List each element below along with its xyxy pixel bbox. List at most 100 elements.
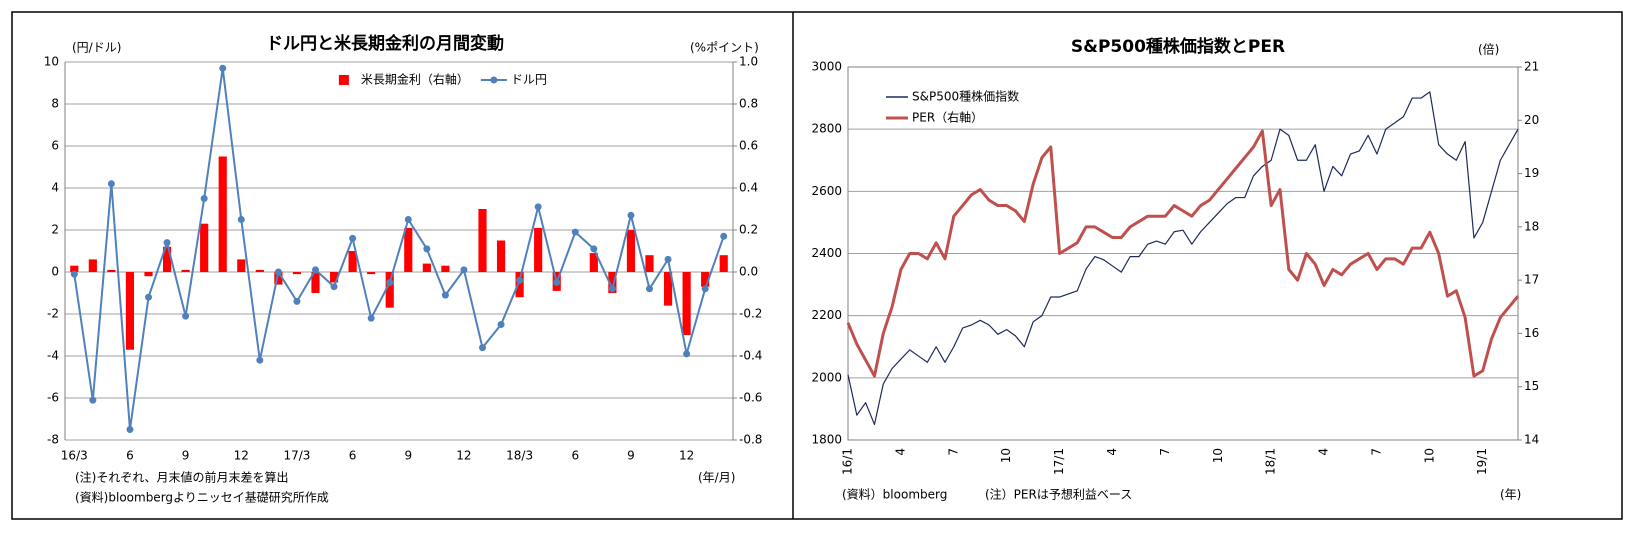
- bar: [534, 227, 543, 272]
- bar: [255, 269, 264, 272]
- x-tick-label: 16/1: [841, 448, 855, 475]
- y2-tick-label: 19: [1524, 166, 1539, 180]
- x-tick-label: 19/1: [1475, 448, 1489, 475]
- bar: [478, 209, 487, 272]
- chart-title: ドル円と米長期金利の月間変動: [266, 33, 504, 54]
- bar: [200, 223, 209, 272]
- marker: [219, 64, 227, 72]
- y-tick-label: -6: [47, 391, 59, 405]
- bar: [329, 272, 339, 283]
- y-tick-label: 2200: [811, 308, 842, 322]
- y2-tick-label: 14: [1524, 433, 1539, 447]
- legend-label: S&P500種株価指数: [912, 89, 1019, 104]
- y-tick-label: 1800: [811, 433, 842, 447]
- bar: [496, 240, 506, 272]
- x-tick-label: 12: [234, 449, 249, 463]
- bar: [107, 269, 116, 272]
- bar: [385, 272, 394, 308]
- y-tick-label: 2000: [811, 370, 842, 384]
- x-tick-label: 7: [946, 448, 960, 456]
- x-tick-label: 7: [1158, 448, 1172, 456]
- plot-frame: [847, 66, 1519, 441]
- y-tick-label: 2600: [811, 184, 842, 198]
- marker: [237, 216, 245, 223]
- x-tick-label: 12: [456, 449, 471, 463]
- note: (資料)bloombergよりニッセイ基礎研究所作成: [75, 490, 329, 505]
- bar: [626, 230, 636, 272]
- legend-label: ドル円: [511, 73, 547, 87]
- marker: [293, 297, 301, 305]
- bar: [274, 272, 283, 285]
- x-tick-label: 7: [1369, 448, 1383, 456]
- bar: [367, 272, 376, 275]
- x-tick-label: 4: [893, 448, 907, 456]
- y-tick-label: 6: [51, 139, 59, 153]
- marker: [200, 195, 208, 202]
- x-tick-label: 6: [571, 449, 579, 463]
- bar: [645, 255, 654, 272]
- marker: [646, 285, 653, 293]
- x-tick-label: 12: [679, 449, 694, 463]
- bar: [589, 253, 598, 272]
- y2-tick-label: 16: [1524, 326, 1539, 340]
- legend-swatch: [338, 75, 349, 85]
- chart-title: S&P500種株価指数とPER: [1071, 36, 1285, 57]
- y2-axis-label: (倍): [1478, 42, 1499, 57]
- bar: [608, 272, 617, 293]
- bar: [292, 272, 302, 275]
- marker: [497, 321, 505, 328]
- marker: [701, 285, 709, 293]
- note: (注)それぞれ、月末値の前月末差を算出: [75, 470, 289, 485]
- x-axis-label: (年/月): [698, 471, 735, 485]
- y-tick-label: 8: [51, 97, 59, 111]
- marker: [683, 350, 691, 358]
- x-tick-label: 9: [404, 449, 412, 463]
- y-axis-label: (円/ドル): [72, 41, 121, 55]
- y2-tick-label: -0.6: [739, 391, 762, 405]
- y2-tick-label: 1.0: [739, 55, 758, 69]
- x-tick-label: 10: [999, 448, 1013, 463]
- marker: [89, 396, 97, 404]
- y-tick-label: 10: [44, 55, 59, 69]
- x-tick-label: 9: [182, 449, 190, 463]
- legend-label: 米長期金利（右軸）: [361, 72, 469, 87]
- bar: [218, 156, 227, 272]
- x-tick-label: 17/3: [283, 449, 310, 463]
- marker: [404, 216, 412, 223]
- x-tick-label: 6: [126, 449, 134, 463]
- marker: [126, 426, 134, 433]
- y2-tick-label: -0.8: [739, 433, 762, 447]
- y2-tick-label: 20: [1524, 113, 1539, 127]
- y2-axis-label: (%ポイント): [690, 41, 759, 55]
- y2-tick-label: 0.6: [739, 139, 758, 153]
- x-tick-label: 9: [627, 449, 635, 463]
- frame: [11, 11, 1623, 520]
- bar: [701, 272, 710, 287]
- y2-tick-label: 17: [1524, 273, 1539, 287]
- y2-tick-label: -0.4: [739, 349, 762, 363]
- marker: [163, 239, 171, 247]
- y2-tick-label: 15: [1524, 379, 1539, 393]
- line: [846, 129, 1520, 378]
- bar: [404, 227, 413, 272]
- bar: [70, 265, 79, 272]
- bar: [719, 255, 728, 272]
- note: (資料）bloomberg: [842, 488, 947, 502]
- bar: [144, 272, 153, 277]
- y-tick-label: 0: [51, 265, 59, 279]
- legend-swatch: [490, 76, 498, 84]
- marker: [386, 279, 394, 286]
- x-tick-label: 18/3: [506, 449, 533, 463]
- marker: [479, 344, 486, 352]
- y2-tick-label: 0.2: [739, 223, 758, 237]
- y-tick-label: 2400: [811, 246, 842, 260]
- y-tick-label: 3000: [811, 60, 842, 74]
- marker: [720, 232, 728, 240]
- marker: [367, 314, 375, 322]
- x-tick-label: 10: [1422, 448, 1436, 463]
- y-tick-label: -4: [47, 349, 59, 363]
- marker: [256, 356, 264, 364]
- marker: [627, 211, 635, 219]
- marker: [590, 245, 598, 253]
